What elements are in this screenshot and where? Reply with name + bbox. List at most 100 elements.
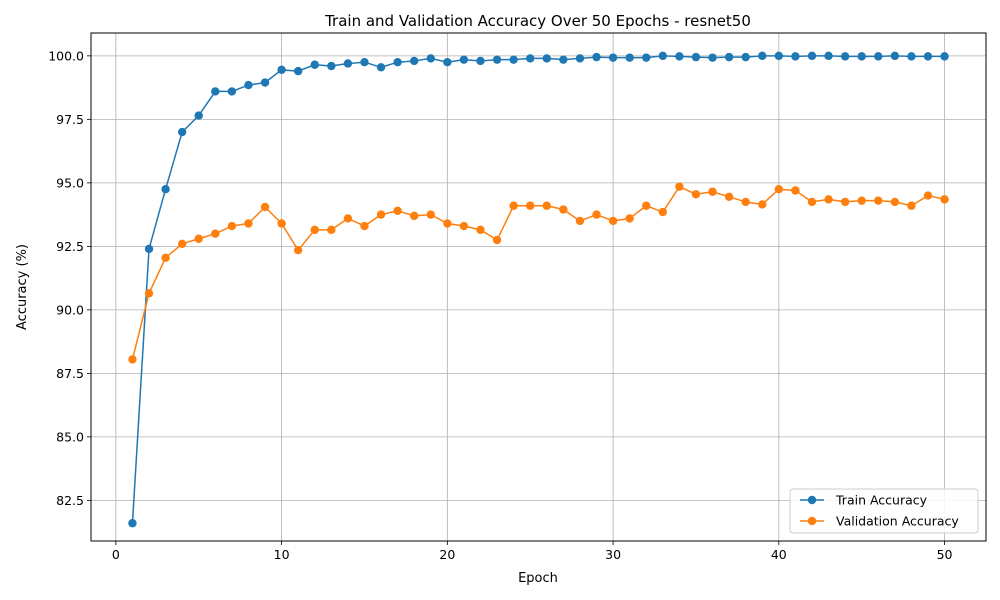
legend-marker-validation [807,516,817,526]
data-point-train [940,52,949,61]
x-tick-label: 0 [112,547,120,562]
data-point-train [293,66,303,76]
data-point-validation [144,289,154,298]
data-point-train [857,52,866,61]
data-point-validation [708,187,717,196]
data-point-train [393,58,402,67]
data-point-validation [592,210,601,219]
data-point-train [227,87,237,96]
y-tick-label: 95.0 [56,175,84,190]
data-point-validation [857,196,866,205]
data-point-train [343,59,353,68]
data-point-train [824,51,833,61]
data-point-train [542,54,551,63]
data-point-train [575,54,585,63]
data-point-validation [923,191,933,200]
data-point-validation [642,201,651,210]
data-point-train [443,58,452,67]
data-point-train [177,127,187,137]
data-point-validation [658,207,668,217]
data-point-validation [393,206,402,215]
data-point-validation [758,200,767,209]
data-point-train [658,51,668,61]
data-point-validation [327,225,336,235]
data-point-train [144,244,154,254]
data-point-validation [824,195,833,204]
y-tick-label: 92.5 [56,239,84,254]
data-point-train [360,58,369,67]
plot-frame [90,32,987,542]
data-point-validation [293,245,303,255]
data-point-validation [791,186,800,195]
data-point-train [409,56,419,66]
x-tick-label: 20 [439,547,455,562]
chart-title: Train and Validation Accuracy Over 50 Ep… [324,12,751,30]
data-point-validation [409,211,419,221]
data-point-train [874,52,883,61]
data-point-validation [177,239,187,249]
data-point-train [774,51,784,61]
data-point-train [592,52,601,62]
data-point-validation [890,197,900,207]
data-point-train [526,54,535,63]
data-point-validation [675,182,684,191]
data-point-validation [360,221,369,231]
ticks: 0 10 20 30 40 50 82.5 85.0 87.5 90.0 92.5 95.0 97.5 1… [48,48,952,562]
data-point-validation [724,192,734,202]
data-point-validation [194,234,203,243]
data-point-validation [840,197,850,207]
data-point-validation [559,205,568,214]
data-point-train [741,52,750,62]
data-point-validation [244,219,253,228]
data-point-train [625,53,634,62]
data-point-validation [443,219,452,228]
x-tick-label: 40 [771,547,787,562]
data-point-validation [608,216,618,226]
data-point-validation [625,214,634,223]
data-point-validation [492,235,502,245]
data-point-train [426,54,435,63]
data-point-validation [343,214,353,223]
series-line-train [131,55,945,524]
data-point-validation [874,196,883,205]
data-point-train [376,63,386,72]
data-point-train [459,55,469,64]
x-tick-label: 10 [274,547,290,562]
data-point-train [161,185,170,194]
data-point-train [791,52,800,61]
series-layer [128,51,949,528]
data-point-train [840,52,850,61]
legend: Train Accuracy Validation Accuracy [789,488,979,534]
x-tick-label: 50 [937,547,953,562]
data-point-train [277,65,286,75]
data-point-validation [128,355,137,364]
legend-box [789,488,979,534]
data-point-train [758,51,767,61]
x-axis-label: Epoch [518,571,558,586]
data-point-validation [575,216,585,226]
data-point-validation [260,202,270,212]
data-point-train [691,52,701,62]
data-point-validation [211,229,220,238]
y-tick-label: 82.5 [56,493,84,508]
series-line-validation [131,185,945,360]
legend-label-validation: Validation Accuracy [836,514,959,529]
data-point-validation [691,190,701,199]
series-train [128,51,949,528]
data-point-train [194,111,203,120]
y-tick-label: 87.5 [56,366,84,381]
data-point-train [327,61,336,71]
data-point-train [923,52,933,61]
data-point-validation [227,221,237,231]
legend-marker-train [807,495,817,505]
grid [91,33,986,541]
legend-label-train: Train Accuracy [835,493,928,508]
data-point-validation [542,201,551,210]
data-point-validation [774,185,784,194]
y-tick-label: 90.0 [56,302,84,317]
y-tick-label: 97.5 [56,112,84,127]
data-point-validation [907,201,916,210]
data-point-train [642,53,651,62]
y-tick-label: 85.0 [56,429,84,444]
